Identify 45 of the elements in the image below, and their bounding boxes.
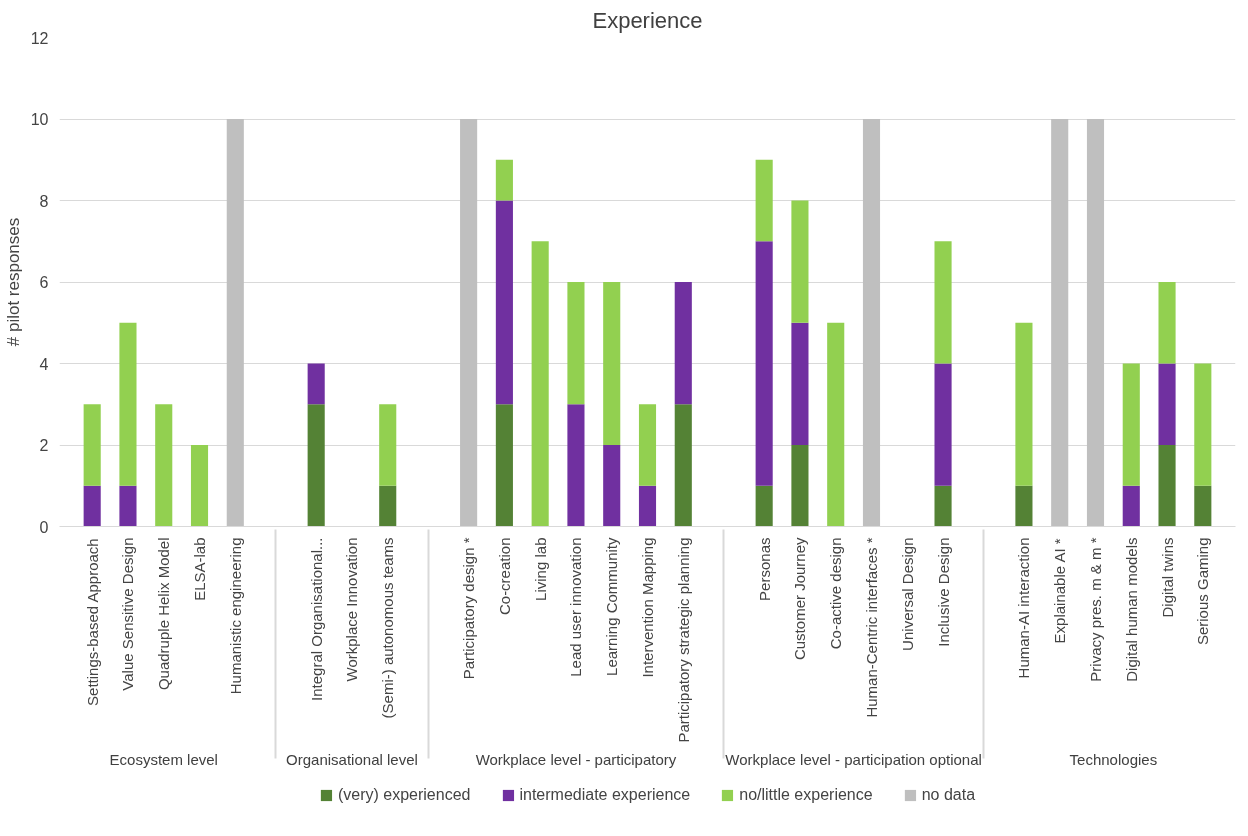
legend-label: no/little experience [739, 786, 873, 804]
x-tick-label: Living lab [531, 537, 549, 601]
x-tick-label: Co-active design [827, 537, 845, 650]
x-tick-label: Privacy pres. m & m * [1086, 537, 1104, 682]
x-tick-label: Human-Centric interfaces * [862, 537, 880, 718]
x-tick-label: Value Sensitive Design [119, 537, 137, 691]
x-tick-label: Human-AI interaction [1015, 537, 1033, 679]
y-axis-title: # pilot responses [3, 217, 23, 347]
x-tick-label: Universal Design [898, 537, 916, 651]
y-tick-label: 4 [39, 355, 49, 373]
legend-label: intermediate experience [519, 786, 691, 804]
x-tick-label: (Semi-) autonomous teams [379, 537, 397, 719]
x-tick-label: Quadruple Helix Model [155, 537, 173, 691]
x-tick-label: Participatory strategic planning [674, 537, 692, 743]
text: Workplace level - participatory [475, 750, 677, 768]
x-tick-label: Humanistic engineering [226, 537, 244, 695]
text: Organisational level [286, 750, 418, 768]
x-tick-label: Learning Community [603, 537, 621, 676]
y-tick-label: 12 [30, 29, 49, 47]
x-tick-label: Co-creation [495, 537, 513, 616]
y-tick-label: 8 [39, 192, 49, 210]
y-tick-label: 10 [30, 111, 49, 128]
x-tick-label: Digital human models [1122, 537, 1140, 682]
legend-label: (very) experienced [337, 786, 471, 804]
x-tick-label: ELSA-lab [191, 537, 209, 601]
x-tick-label: Lead user innovation [567, 537, 585, 677]
y-tick-label: 0 [39, 518, 49, 536]
text: Ecosystem level [109, 750, 218, 768]
x-tick-label: Inclusive Design [934, 537, 952, 647]
x-tick-label: Serious Gaming [1194, 537, 1212, 646]
x-tick-label: Explainable AI * [1051, 538, 1069, 644]
text: Workplace level - participation optional [725, 750, 982, 768]
x-tick-label: Participatory design * [460, 537, 478, 680]
y-tick-label: 2 [39, 437, 49, 454]
x-tick-label: Settings-based Approach [83, 538, 101, 706]
y-tick-label: 6 [39, 274, 49, 291]
x-tick-label: Intervention Mapping [639, 537, 656, 678]
text: Technologies [1069, 750, 1158, 768]
x-tick-label: Digital twins [1158, 537, 1176, 618]
x-tick-label: Customer Journey [791, 537, 809, 661]
x-tick-label: Workplace Innovation [343, 537, 361, 682]
legend-label: no data [921, 786, 976, 804]
x-tick-label: Personas [755, 537, 773, 601]
chart-title: Experience [592, 7, 703, 33]
x-tick-label: Integral Organisational... [307, 537, 325, 701]
